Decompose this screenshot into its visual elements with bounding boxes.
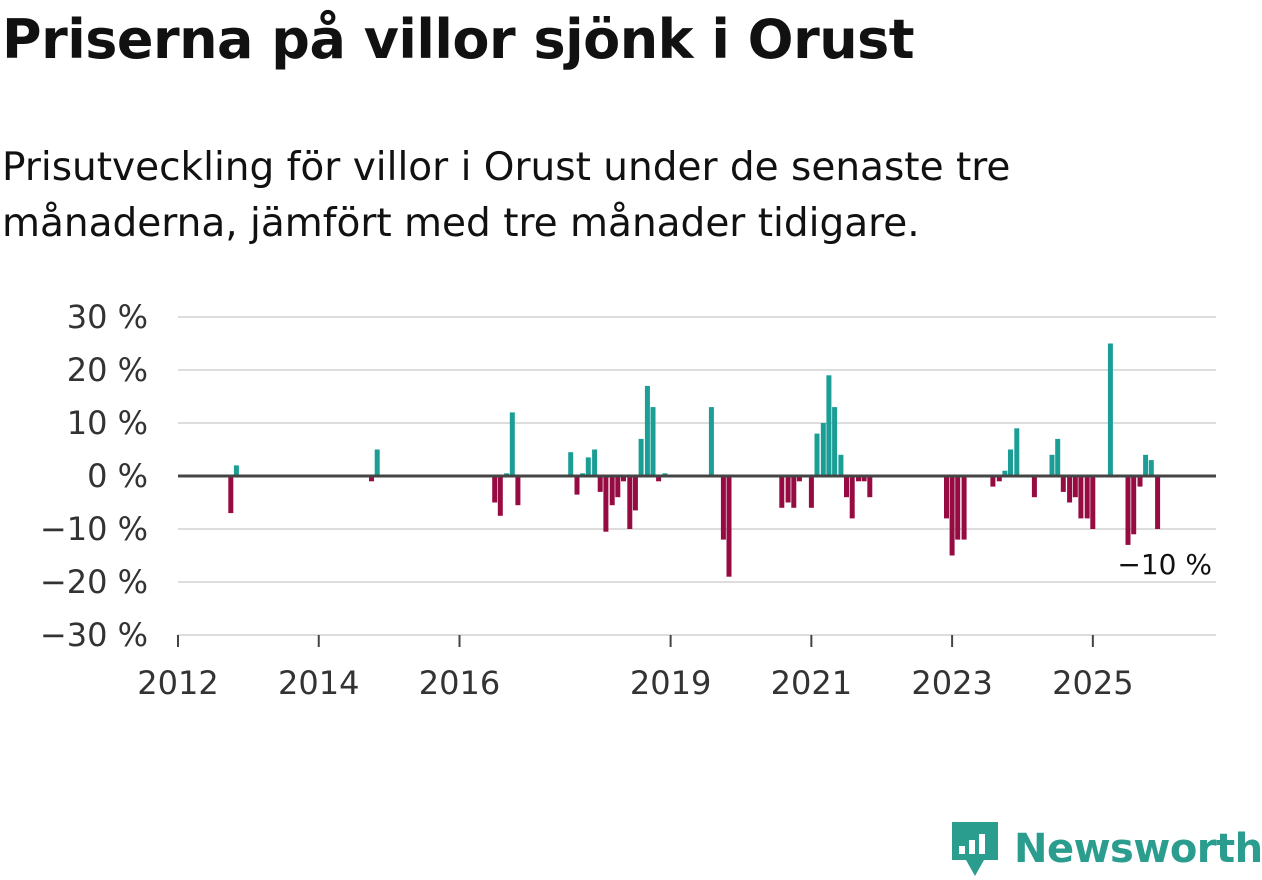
bar [1078, 476, 1084, 519]
bar [1125, 476, 1131, 545]
bar [1008, 449, 1013, 476]
bar [1067, 476, 1073, 503]
bar [779, 476, 785, 508]
bar [1014, 428, 1020, 476]
bar [955, 476, 961, 540]
y-tick-label: −30 % [40, 616, 148, 654]
x-tick-label: 2021 [771, 664, 852, 702]
bar [838, 454, 844, 476]
bar [1137, 476, 1143, 487]
bar [632, 476, 638, 511]
bar [1148, 460, 1154, 476]
bar [990, 476, 996, 487]
y-tick-label: 0 % [87, 457, 148, 495]
y-axis-ticks: 30 % 20 % 10 % 0 % −10 % −20 % −30 % [40, 298, 148, 654]
bar [849, 476, 855, 519]
x-tick-label: 2016 [419, 664, 500, 702]
bar [1084, 476, 1090, 519]
bar [1107, 343, 1113, 476]
bar [996, 476, 1002, 482]
bar [374, 449, 380, 476]
bar [867, 476, 873, 498]
bar [1155, 476, 1161, 529]
bar [1143, 454, 1149, 476]
bar [650, 407, 656, 476]
bar [1002, 470, 1008, 476]
bar [785, 476, 791, 503]
annotation-label: −10 % [1117, 548, 1212, 581]
bar [856, 476, 861, 482]
bar [1060, 476, 1066, 492]
newsworthy-logo-icon [952, 822, 998, 876]
bar [656, 476, 662, 482]
bar [944, 476, 949, 519]
x-tick-label: 2014 [278, 664, 359, 702]
bar-chart: 30 %20 %10 %0 %−10 %−20 %−30 % 2012 2014 2… [40, 298, 1216, 702]
bar [826, 375, 832, 476]
chart-subtitle: Prisutveckling för villor i Orust under … [2, 145, 1011, 246]
bar [369, 476, 374, 482]
bar [726, 476, 732, 577]
bar [228, 476, 234, 514]
y-tick-label: 30 % [67, 298, 148, 336]
bar [861, 476, 867, 482]
y-tick-label: −10 % [40, 510, 148, 548]
bar [615, 476, 621, 498]
bar [844, 476, 849, 498]
y-tick-label: −20 % [40, 563, 148, 601]
bar [1090, 476, 1096, 529]
bar [574, 476, 580, 495]
bar [597, 476, 603, 492]
bar [708, 407, 714, 476]
bar [820, 423, 826, 476]
bar [720, 476, 726, 540]
bar [961, 476, 967, 540]
bar [609, 476, 615, 506]
bar [1031, 476, 1037, 498]
bars [228, 343, 1161, 577]
x-tick-label: 2019 [630, 664, 711, 702]
bar [621, 476, 626, 482]
bar [592, 449, 598, 476]
bar [1131, 476, 1137, 535]
grid-lines [178, 316, 1216, 636]
newsworthy-logo: Newsworthy [950, 818, 1262, 880]
bar [1055, 438, 1061, 476]
bar [492, 476, 498, 503]
x-axis-ticks: 2012 2014 2016 2019 2021 2023 2025 [137, 635, 1134, 702]
bar [1049, 454, 1055, 476]
x-tick-label: 2012 [137, 664, 218, 702]
chart-title: Priserna på villor sjönk i Orust [2, 8, 915, 71]
bar [603, 476, 609, 532]
y-tick-label: 10 % [67, 404, 148, 442]
brand-name: Newsworthy [1014, 826, 1262, 872]
bar [585, 457, 591, 476]
bar [638, 438, 644, 476]
x-tick-label: 2023 [911, 664, 992, 702]
bar [791, 476, 797, 508]
bar [509, 412, 515, 476]
bar [949, 476, 955, 556]
bar [796, 476, 802, 482]
bar [644, 385, 650, 476]
bar [233, 465, 239, 476]
bar [1072, 476, 1078, 498]
bar [515, 476, 521, 506]
bar [568, 452, 574, 476]
bar [627, 476, 633, 529]
x-tick-label: 2025 [1052, 664, 1133, 702]
bar [808, 476, 814, 508]
annotations: −10 % [1117, 548, 1212, 581]
bar [497, 476, 503, 516]
bar [814, 433, 820, 476]
y-tick-label: 20 % [67, 351, 148, 389]
bar [832, 407, 838, 476]
